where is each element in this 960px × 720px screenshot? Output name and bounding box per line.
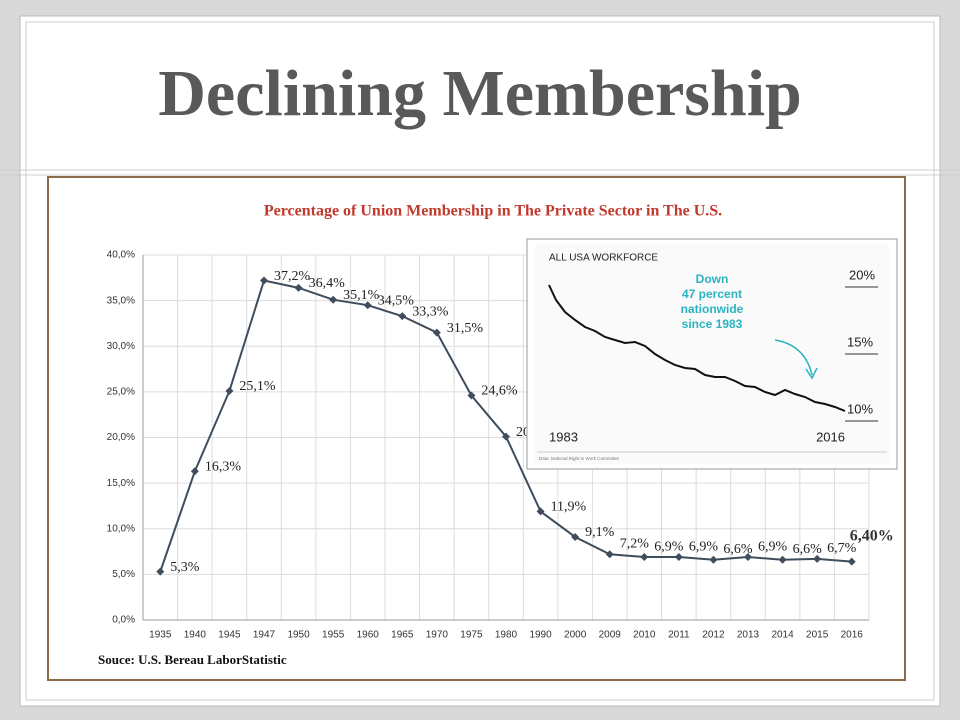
x-tick-label: 2013 xyxy=(737,630,760,641)
y-tick-label: 35,0% xyxy=(107,295,135,306)
inset-arrow xyxy=(774,339,813,376)
x-tick-label: 2014 xyxy=(771,630,794,641)
data-marker xyxy=(709,555,718,564)
x-tick-label: 1947 xyxy=(253,630,276,641)
data-marker xyxy=(536,507,545,516)
data-marker xyxy=(225,386,234,395)
inset-heading: ALL USA WORKFORCE xyxy=(549,253,658,264)
data-label: 6,40% xyxy=(850,527,894,544)
data-marker xyxy=(640,553,649,562)
x-tick-label: 2011 xyxy=(668,630,690,641)
data-label: 31,5% xyxy=(447,321,484,336)
x-tick-label: 2010 xyxy=(633,630,656,641)
inset-line xyxy=(548,284,846,412)
x-tick-label: 2016 xyxy=(841,630,864,641)
data-marker xyxy=(190,467,199,476)
data-label: 6,6% xyxy=(723,542,753,557)
data-label: 35,1% xyxy=(343,288,380,303)
x-tick-label: 2015 xyxy=(806,630,829,641)
x-tick-label: 1940 xyxy=(184,630,207,641)
data-label: 25,1% xyxy=(239,379,276,394)
data-marker xyxy=(432,328,441,337)
y-tick-label: 30,0% xyxy=(107,341,135,352)
data-marker xyxy=(398,312,407,321)
inset-callout: since 1983 xyxy=(682,317,743,331)
data-label: 6,6% xyxy=(793,542,823,557)
x-tick-label: 2012 xyxy=(702,630,725,641)
data-marker xyxy=(778,555,787,564)
data-label: 7,2% xyxy=(620,537,650,552)
x-tick-label: 1955 xyxy=(322,630,345,641)
data-label: 11,9% xyxy=(551,500,587,515)
y-tick-label: 10,0% xyxy=(107,523,135,534)
inset-start: 1983 xyxy=(549,429,578,444)
slide-title: Declining Membership xyxy=(158,57,801,130)
data-label: 36,4% xyxy=(309,276,346,291)
x-tick-label: 1950 xyxy=(287,630,310,641)
data-label: 16,3% xyxy=(205,459,242,474)
x-tick-label: 1965 xyxy=(391,630,414,641)
data-marker xyxy=(363,301,372,310)
y-tick-label: 5,0% xyxy=(112,569,135,580)
slide-inner-frame xyxy=(25,21,935,701)
inset-tick: 10% xyxy=(847,401,873,416)
data-marker xyxy=(156,567,165,576)
data-marker xyxy=(467,391,476,400)
x-tick-label: 1945 xyxy=(218,630,241,641)
data-marker xyxy=(674,553,683,562)
x-tick-label: 1970 xyxy=(426,630,449,641)
data-label: 6,9% xyxy=(654,539,684,554)
data-marker xyxy=(260,276,268,285)
inset-callout: Down xyxy=(696,272,729,286)
inset-tick: 20% xyxy=(849,267,875,282)
inset-background xyxy=(535,244,889,464)
data-label: 37,2% xyxy=(274,269,311,284)
data-label: 9,1% xyxy=(585,525,615,540)
y-tick-label: 0,0% xyxy=(112,615,135,626)
source-note: Souce: U.S. Bereau LaborStatistic xyxy=(98,652,287,667)
inset-end: 2016 xyxy=(816,429,845,444)
data-label: 34,5% xyxy=(378,293,415,308)
x-tick-label: 1975 xyxy=(460,630,483,641)
y-tick-label: 20,0% xyxy=(107,432,135,443)
inset-callout: nationwide xyxy=(681,302,744,316)
data-label: 6,9% xyxy=(689,539,719,554)
data-label: 6,9% xyxy=(758,539,788,554)
x-tick-label: 1990 xyxy=(529,630,552,641)
chart-title: Percentage of Union Membership in The Pr… xyxy=(264,203,722,220)
y-tick-label: 25,0% xyxy=(107,387,135,398)
x-tick-label: 1935 xyxy=(149,630,172,641)
inset-tick: 15% xyxy=(847,334,873,349)
x-tick-label: 1980 xyxy=(495,630,518,641)
inset-note: Data: National Right to Work Committee xyxy=(539,456,619,461)
data-marker xyxy=(502,432,510,441)
data-label: 5,3% xyxy=(170,560,200,575)
x-tick-label: 2000 xyxy=(564,630,587,641)
data-marker xyxy=(329,295,338,304)
data-marker xyxy=(605,550,614,559)
data-marker xyxy=(847,557,856,566)
inset-callout: 47 percent xyxy=(682,287,742,301)
data-marker xyxy=(571,532,580,541)
data-label: 33,3% xyxy=(412,304,449,319)
x-tick-label: 1960 xyxy=(357,630,380,641)
data-label: 6,7% xyxy=(827,541,857,556)
y-tick-label: 15,0% xyxy=(107,478,135,489)
data-label: 24,6% xyxy=(481,384,518,399)
data-marker xyxy=(294,283,303,292)
inset-arrowhead xyxy=(805,367,818,380)
data-marker xyxy=(744,553,752,562)
y-tick-label: 40,0% xyxy=(107,250,135,261)
data-marker xyxy=(813,554,822,563)
x-tick-label: 2009 xyxy=(599,630,622,641)
